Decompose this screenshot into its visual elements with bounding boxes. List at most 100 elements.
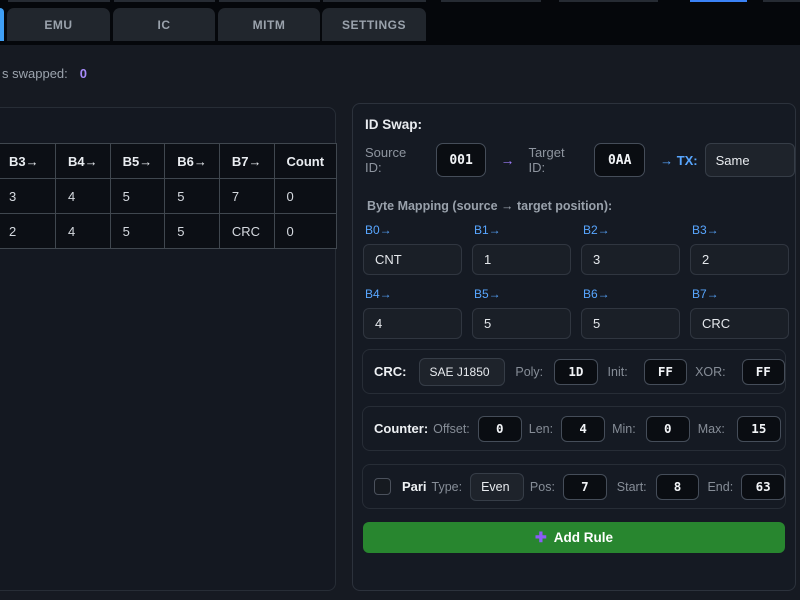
byte-mapping-title: Byte Mapping (source → target position):: [367, 199, 613, 213]
table-cell: 5: [109, 213, 166, 249]
table-header-cell: B3→: [0, 143, 56, 179]
byte-input-b4[interactable]: 4: [363, 308, 462, 339]
table-row[interactable]: 3 4 5 5 7 0: [0, 178, 338, 214]
table-header-row: B3→ B4→ B5→ B6→ B7→ Count: [0, 143, 338, 179]
tx-select[interactable]: Same: [704, 143, 796, 177]
len-label: Len:: [528, 421, 554, 436]
poly-input[interactable]: 1D: [554, 358, 598, 385]
tab-row-fragment: [763, 0, 800, 2]
table-cell: 4: [55, 213, 111, 249]
init-label: Init:: [607, 364, 628, 379]
tab-mitm[interactable]: MITM: [218, 8, 320, 41]
map-arrow-icon: →: [500, 152, 515, 168]
min-label: Min:: [612, 421, 636, 436]
table-header-cell: B5→: [109, 143, 166, 179]
start-input[interactable]: 8: [655, 473, 700, 500]
byte-label-b2: B2→: [583, 223, 610, 237]
id-row: Source ID: 001 → Target ID: 0AA → TX: Sa…: [365, 142, 796, 178]
table-cell: 0: [273, 213, 338, 249]
frames-table: B3→ B4→ B5→ B6→ B7→ Count 3 4 5 5 7 0 2 …: [0, 143, 338, 249]
tab-row-fragment: [441, 0, 541, 2]
target-id-input[interactable]: 0AA: [594, 143, 646, 177]
source-id-input[interactable]: 001: [435, 143, 487, 177]
byte-input-b0[interactable]: CNT: [363, 244, 462, 275]
parity-fieldset: Pari Type: Even Pos: 7 Start: 8 End: 63: [362, 464, 786, 509]
active-tab-partial[interactable]: [0, 8, 4, 41]
byte-label-b5: B5→: [474, 287, 501, 301]
max-input[interactable]: 15: [736, 415, 781, 442]
offset-input[interactable]: 0: [477, 415, 522, 442]
tab-row-fragment: [559, 0, 658, 2]
id-swap-title: ID Swap:: [365, 117, 423, 132]
tx-label: TX:: [676, 152, 698, 168]
end-label: End:: [707, 479, 734, 494]
tab-settings[interactable]: SETTINGS: [322, 8, 426, 41]
add-rule-label: Add Rule: [553, 530, 613, 545]
byte-label-b0: B0→: [365, 223, 392, 237]
parity-type-select[interactable]: Even: [470, 472, 524, 501]
byte-input-b3[interactable]: 2: [690, 244, 789, 275]
byte-label-b6: B6→: [583, 287, 610, 301]
table-cell: 5: [164, 178, 220, 214]
table-cell: 2: [0, 213, 56, 249]
crc-fieldset: CRC: SAE J1850 Poly: 1D Init: FF XOR: FF: [362, 349, 786, 394]
tab-row-fragment: [219, 0, 320, 2]
max-label: Max:: [697, 421, 725, 436]
tab-row-fragment: [323, 0, 426, 2]
active-tab-indicator-fragment: [690, 0, 747, 2]
table-row[interactable]: 2 4 5 5 CRC 0: [0, 213, 338, 249]
tab-row-fragment: [114, 0, 215, 2]
target-id-label: Target ID:: [528, 145, 565, 175]
byte-input-b2[interactable]: 3: [581, 244, 680, 275]
id-swap-panel: ID Swap: Source ID: 001 → Target ID: 0AA…: [352, 103, 796, 591]
counter-label: Counter:: [374, 421, 429, 436]
tx-label-group: → TX:: [660, 153, 698, 168]
counter-fieldset: Counter: Offset: 0 Len: 4 Min: 0 Max: 15: [362, 406, 786, 451]
byte-input-b6[interactable]: 5: [581, 308, 680, 339]
table-header-cell: Count: [273, 143, 338, 179]
crc-type-select[interactable]: SAE J1850: [418, 357, 506, 386]
byte-mapping-grid: B0→ B1→ B2→ B3→ CNT 1 3 2 B4→ B5→ B6→ B7…: [363, 223, 789, 351]
start-label: Start:: [616, 479, 647, 494]
table-cell: 5: [164, 213, 220, 249]
table-cell: 7: [218, 178, 275, 214]
swapped-value: 0: [79, 66, 87, 81]
byte-input-b5[interactable]: 5: [472, 308, 571, 339]
init-input[interactable]: FF: [643, 358, 688, 385]
crc-label: CRC:: [374, 364, 407, 379]
parity-label: Pari: [401, 479, 427, 494]
tx-arrow-icon: →: [660, 152, 674, 168]
swapped-counter: s swapped: 0: [2, 66, 87, 81]
poly-label: Poly:: [515, 364, 544, 379]
pos-input[interactable]: 7: [562, 473, 607, 500]
byte-label-b4: B4→: [365, 287, 392, 301]
offset-label: Offset:: [433, 421, 470, 436]
byte-input-b1[interactable]: 1: [472, 244, 571, 275]
table-header-cell: B4→: [55, 143, 111, 179]
byte-label-b3: B3→: [692, 223, 719, 237]
add-rule-button[interactable]: ✚ Add Rule: [363, 522, 785, 553]
byte-label-b7: B7→: [692, 287, 719, 301]
min-input[interactable]: 0: [645, 415, 690, 442]
tab-bar: EMU IC MITM SETTINGS: [0, 0, 800, 45]
tab-row-fragment: [8, 0, 110, 2]
table-header-cell: B6→: [164, 143, 220, 179]
table-cell: 3: [0, 178, 56, 214]
byte-input-b7[interactable]: CRC: [690, 308, 789, 339]
table-cell: 4: [55, 178, 111, 214]
swapped-label: s swapped:: [2, 66, 68, 81]
parity-checkbox[interactable]: [374, 478, 391, 495]
byte-label-b1: B1→: [474, 223, 501, 237]
table-header-cell: B7→: [218, 143, 275, 179]
xor-label: XOR:: [695, 364, 726, 379]
table-cell: CRC: [218, 213, 275, 249]
table-cell: 5: [109, 178, 166, 214]
len-input[interactable]: 4: [561, 415, 606, 442]
parity-type-label: Type:: [431, 479, 463, 494]
tab-emu[interactable]: EMU: [7, 8, 110, 41]
end-input[interactable]: 63: [741, 473, 786, 500]
xor-input[interactable]: FF: [741, 358, 785, 385]
tab-ic[interactable]: IC: [113, 8, 215, 41]
table-cell: 0: [273, 178, 338, 214]
source-id-label: Source ID:: [365, 145, 407, 175]
